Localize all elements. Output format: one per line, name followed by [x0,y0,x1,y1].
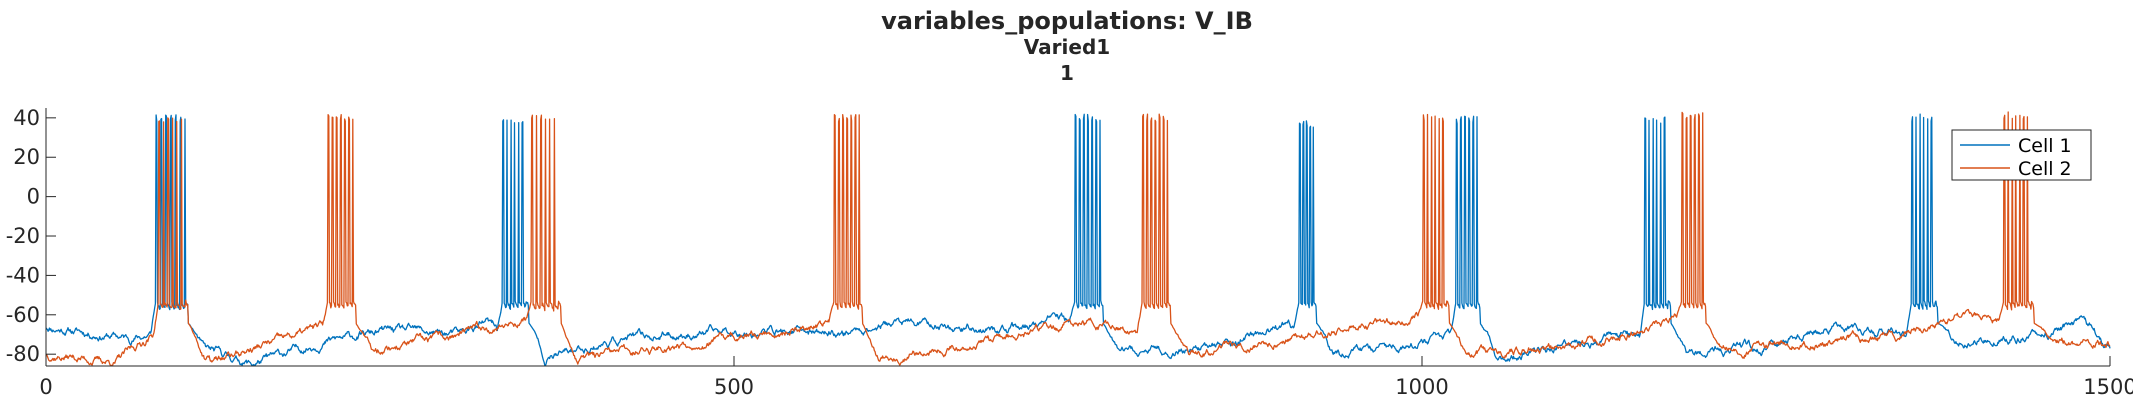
y-tick-label: 40 [13,106,40,130]
chart-subtitle-2: 1 [1060,61,1074,85]
x-tick-label: 0 [39,375,52,399]
legend: Cell 1 Cell 2 [1951,129,2092,181]
x-tick-label: 1500 [2083,375,2133,399]
axes: -80 -60 -40 -20 0 20 40 0 500 1000 1500 [6,106,2133,399]
legend-box [1951,129,2092,181]
legend-label-cell-1: Cell 1 [2018,135,2072,157]
series-layer [45,111,2111,367]
series-line-cell-2 [45,111,2111,367]
chart-title: variables_populations: V_IB [881,7,1253,35]
y-tick-label: -40 [6,263,40,287]
x-tick-label: 500 [714,375,754,399]
x-tick-label: 1000 [1395,375,1448,399]
legend-label-cell-2: Cell 2 [2018,158,2072,180]
chart-subtitle-1: Varied1 [1024,35,1110,59]
y-tick-label: 0 [27,185,40,209]
y-tick-label: 20 [13,145,40,169]
series-line-cell-1 [45,113,2111,367]
y-tick-label: -60 [6,303,40,327]
y-tick-label: -80 [6,342,40,366]
y-tick-label: -20 [6,224,40,248]
